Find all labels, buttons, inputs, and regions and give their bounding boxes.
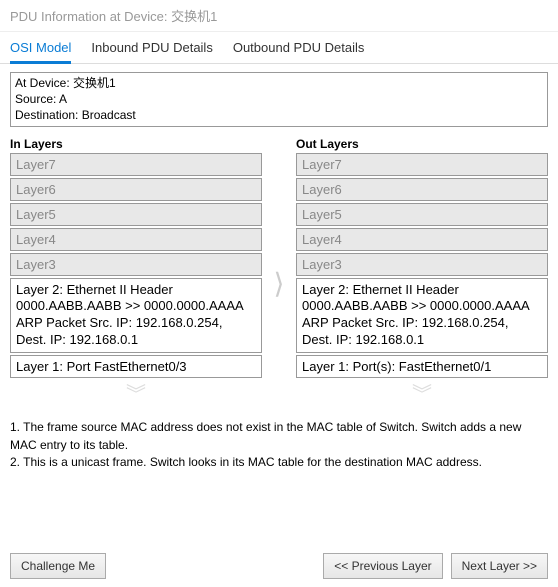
out-layer2-line: Layer 2: Ethernet II Header	[302, 282, 542, 299]
in-layer2-line: Layer 2: Ethernet II Header	[16, 282, 256, 299]
window-title: PDU Information at Device: 交换机1	[0, 0, 558, 32]
out-layers-column: Out Layers Layer7 Layer6 Layer5 Layer4 L…	[296, 137, 548, 408]
in-layer2[interactable]: Layer 2: Ethernet II Header 0000.AABB.AA…	[10, 278, 262, 354]
in-layer6[interactable]: Layer6	[10, 178, 262, 201]
in-layer7[interactable]: Layer7	[10, 153, 262, 176]
in-layer5[interactable]: Layer5	[10, 203, 262, 226]
challenge-me-button[interactable]: Challenge Me	[10, 553, 106, 579]
note-line: 1. The frame source MAC address does not…	[10, 419, 548, 454]
out-layer3[interactable]: Layer3	[296, 253, 548, 276]
tab-outbound-pdu[interactable]: Outbound PDU Details	[233, 40, 365, 63]
out-layer2-line: 0000.AABB.AABB >> 0000.0000.AAAA	[302, 298, 542, 315]
out-layers-title: Out Layers	[296, 137, 548, 151]
in-layers-title: In Layers	[10, 137, 262, 151]
out-layer2-line: ARP Packet Src. IP: 192.168.0.254,	[302, 315, 542, 332]
bottom-right-buttons: << Previous Layer Next Layer >>	[323, 553, 548, 579]
layers-container: In Layers Layer7 Layer6 Layer5 Layer4 La…	[10, 137, 548, 408]
tab-osi-model[interactable]: OSI Model	[10, 40, 71, 64]
out-layer2-line: Dest. IP: 192.168.0.1	[302, 332, 542, 349]
in-layer3[interactable]: Layer3	[10, 253, 262, 276]
in-chevron-icon: ︾	[10, 378, 262, 407]
note-line: 2. This is a unicast frame. Switch looks…	[10, 454, 548, 471]
tab-bar: OSI Model Inbound PDU Details Outbound P…	[0, 32, 558, 64]
in-layer2-line: Dest. IP: 192.168.0.1	[16, 332, 256, 349]
out-layer5[interactable]: Layer5	[296, 203, 548, 226]
device-info-box: At Device: 交换机1 Source: A Destination: B…	[10, 72, 548, 127]
device-info-line: Source: A	[15, 91, 543, 107]
layers-arrow-icon: ⟩	[270, 137, 288, 300]
out-layer1[interactable]: Layer 1: Port(s): FastEthernet0/1	[296, 355, 548, 378]
in-layer1[interactable]: Layer 1: Port FastEthernet0/3	[10, 355, 262, 378]
out-layer7[interactable]: Layer7	[296, 153, 548, 176]
device-info-line: Destination: Broadcast	[15, 107, 543, 123]
out-layer4[interactable]: Layer4	[296, 228, 548, 251]
notes-area: 1. The frame source MAC address does not…	[0, 415, 558, 475]
in-layer2-line: ARP Packet Src. IP: 192.168.0.254,	[16, 315, 256, 332]
tab-inbound-pdu[interactable]: Inbound PDU Details	[91, 40, 212, 63]
bottom-bar: Challenge Me << Previous Layer Next Laye…	[10, 553, 548, 579]
previous-layer-button[interactable]: << Previous Layer	[323, 553, 442, 579]
device-info-line: At Device: 交换机1	[15, 75, 543, 91]
in-layer4[interactable]: Layer4	[10, 228, 262, 251]
out-layer6[interactable]: Layer6	[296, 178, 548, 201]
in-layers-column: In Layers Layer7 Layer6 Layer5 Layer4 La…	[10, 137, 262, 408]
out-chevron-icon: ︾	[296, 378, 548, 407]
out-layer2[interactable]: Layer 2: Ethernet II Header 0000.AABB.AA…	[296, 278, 548, 354]
next-layer-button[interactable]: Next Layer >>	[451, 553, 548, 579]
content-area: At Device: 交换机1 Source: A Destination: B…	[0, 64, 558, 415]
in-layer2-line: 0000.AABB.AABB >> 0000.0000.AAAA	[16, 298, 256, 315]
